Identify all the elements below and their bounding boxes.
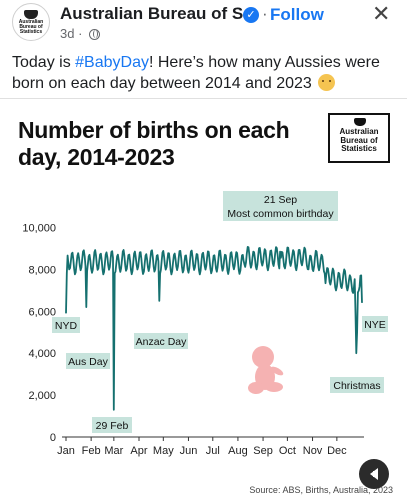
annotation-label: NYE — [364, 319, 386, 331]
speaker-icon — [370, 468, 378, 480]
annotation-label: Anzac Day — [136, 336, 188, 348]
x-tick-label: Dec — [327, 445, 347, 457]
x-tick-label: Jul — [206, 445, 220, 457]
x-tick-label: Jun — [180, 445, 198, 457]
coat-of-arms-icon — [354, 118, 366, 126]
post-text: Today is #BabyDay! Here’s how many Aussi… — [12, 52, 397, 94]
globe-icon — [89, 29, 101, 40]
y-tick-label: 2,000 — [28, 390, 56, 402]
chart-image[interactable]: Number of births on each day, 2014-2023 … — [0, 98, 407, 501]
births-chart: 0 2,000 4,000 6,000 8,000 10,000 Jan Feb Mar Apr… — [22, 191, 388, 457]
x-tick-label: Sep — [253, 445, 273, 457]
post-meta: 3d · — [60, 26, 101, 41]
close-icon[interactable]: ✕ — [372, 1, 391, 26]
annotation-box — [223, 191, 338, 221]
x-tick-label: Feb — [82, 445, 101, 457]
coat-of-arms-icon — [24, 9, 38, 19]
post-header: Australian Bureau of Statistics Australian… — [0, 0, 407, 48]
x-tick-label: Aug — [228, 445, 248, 457]
y-tick-label: 8,000 — [28, 264, 56, 276]
annotation-label: Aus Day — [68, 356, 108, 368]
x-tick-label: Jan — [57, 445, 75, 457]
sound-toggle-button[interactable] — [359, 459, 389, 489]
annotation-box — [92, 417, 132, 433]
annotation-label: NYD — [55, 320, 78, 332]
annotation-box — [66, 353, 110, 369]
verified-badge-icon: ✓ — [243, 7, 259, 23]
abs-logo: Australian Bureau of Statistics — [328, 113, 390, 163]
annotation-sublabel: Most common birthday — [227, 208, 334, 220]
annotation-label: 29 Feb — [96, 420, 129, 432]
annotation-box — [362, 316, 388, 332]
annotation-label: Christmas — [333, 380, 380, 392]
baby-silhouette-icon — [248, 346, 284, 394]
annotation-box — [330, 377, 384, 393]
chart-title: Number of births on each day, 2014-2023 — [18, 117, 290, 170]
y-tick-label: 4,000 — [28, 348, 56, 360]
x-tick-label: Nov — [303, 445, 323, 457]
post-time[interactable]: 3d — [60, 26, 75, 41]
x-tick-label: May — [153, 445, 174, 457]
avatar-logo-text: Australian Bureau of Statistics — [18, 18, 44, 35]
hashtag-link[interactable]: #BabyDay — [75, 54, 149, 71]
annotation-box — [134, 333, 188, 349]
page-name[interactable]: Australian Bureau of S... — [60, 4, 258, 23]
post-text-start: Today is — [12, 54, 76, 71]
y-tick-label: 6,000 — [28, 306, 56, 318]
x-tick-label: Mar — [104, 445, 123, 457]
chart-source: Source: ABS, Births, Australia, 2023 — [249, 485, 393, 495]
post-text-end: ! Here’s how many Aussies were born on e… — [12, 54, 380, 92]
abs-logo-text: Australian Bureau of Statistics — [339, 127, 379, 153]
x-tick-label: Apr — [130, 445, 147, 457]
y-tick-label: 10,000 — [22, 222, 56, 234]
series-line — [65, 245, 363, 411]
page-avatar[interactable]: Australian Bureau of Statistics — [12, 3, 50, 41]
baby-emoji-icon — [318, 74, 336, 91]
separator-dot: · — [262, 4, 268, 23]
x-tick-label: Oct — [279, 445, 296, 457]
annotation-box — [52, 317, 80, 333]
y-tick-label: 0 — [50, 432, 56, 444]
annotation-label: 21 Sep — [264, 194, 297, 206]
follow-button[interactable]: Follow — [270, 5, 324, 24]
